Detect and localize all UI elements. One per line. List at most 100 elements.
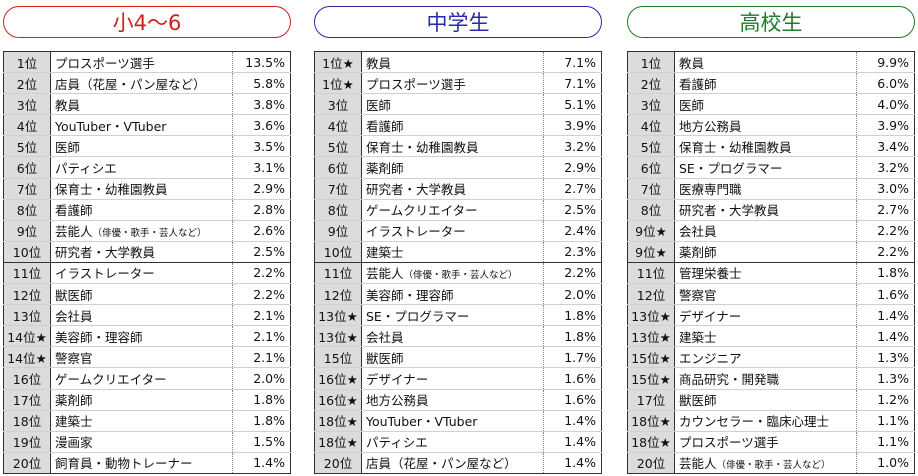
occupation-cell: 保育士・幼稚園教員 [50,178,233,200]
table-row: 3位 医師 4.0% [627,93,915,116]
percentage-cell: 3.8% [232,93,291,116]
table-row: 20位 店員（花屋・パン屋など） 1.4% [314,452,602,474]
occupation-cell: 研究者・大学教員 [674,199,857,221]
occupation-name: イラストレーター [366,224,466,240]
occupation-name: 教員 [366,55,392,71]
percentage-cell: 2.9% [232,178,291,200]
table-row: 18位★ プロスポーツ選手 1.1% [627,431,915,453]
rank-cell: 2位 [3,72,51,95]
panel-elementary: 小4〜6 1位 プロスポーツ選手 13.5% 2位 店員（花屋・パン屋など） 5.8% 3位… [3,6,291,474]
occupation-name: 獣医師 [55,287,93,303]
rank-cell: 7位 [627,178,675,200]
ranking-table: 1位 プロスポーツ選手 13.5% 2位 店員（花屋・パン屋など） 5.8% 3位 教員 3.8… [3,50,291,474]
rank-cell: 13位 [3,304,51,327]
table-row: 19位 漫画家 1.5% [3,431,291,453]
occupation-name: 獣医師 [366,350,404,366]
percentage-cell: 1.0% [856,452,915,474]
occupation-cell: ゲームクリエイター [361,199,544,221]
percentage-cell: 1.3% [856,346,915,369]
table-row: 15位★ エンジニア 1.3% [627,346,915,369]
occupation-cell: 地方公務員 [361,389,544,411]
percentage-cell: 7.1% [543,50,602,74]
percentage-cell: 1.8% [856,262,915,285]
percentage-cell: 3.2% [543,135,602,158]
occupation-name: 店員（花屋・パン屋など） [55,76,206,92]
table-row: 9位★ 薬剤師 2.2% [627,241,915,263]
table-row: 13位★ 会社員 1.8% [314,325,602,348]
occupation-name: 看護師 [366,118,404,134]
occupation-name: 保育士・幼稚園教員 [366,139,479,155]
percentage-cell: 3.5% [232,135,291,158]
occupation-name: デザイナー [679,308,742,324]
rank-cell: 2位 [627,72,675,95]
occupation-name: 研究者・大学教員 [366,182,467,198]
occupation-name: 会社員 [366,329,404,345]
rank-cell: 5位 [314,135,362,158]
table-row: 6位 薬剤師 2.9% [314,156,602,179]
occupation-cell: 医師 [50,135,233,158]
rank-cell: 1位 [627,50,675,74]
occupation-cell: SE・プログラマー [674,156,857,179]
occupation-name: 警察官 [679,287,717,303]
occupation-cell: 漫画家 [50,431,233,453]
table-row: 14位★ 警察官 2.1% [3,346,291,369]
rank-cell: 6位 [627,156,675,179]
rank-cell: 9位 [3,220,51,242]
rank-cell: 12位 [314,283,362,306]
table-row: 16位 ゲームクリエイター 2.0% [3,367,291,390]
rank-cell: 17位 [3,389,51,411]
table-row: 12位 獣医師 2.2% [3,283,291,306]
occupation-cell: 警察官 [50,346,233,369]
table-row: 8位 ゲームクリエイター 2.5% [314,199,602,221]
percentage-cell: 5.1% [543,93,602,116]
rank-cell: 1位 [3,50,51,74]
percentage-cell: 3.6% [232,114,291,137]
occupation-name: デザイナー [366,371,429,387]
occupation-name: 保育士・幼稚園教員 [679,139,792,155]
occupation-name: 会社員 [679,224,717,240]
table-row: 13位 会社員 2.1% [3,304,291,327]
occupation-cell: イラストレーター [50,262,233,285]
rank-cell: 3位 [627,93,675,116]
percentage-cell: 1.1% [856,431,915,453]
table-row: 10位 建築士 2.3% [314,241,602,263]
occupation-name: 美容師・理容師 [366,287,454,303]
rank-cell: 15位 [314,346,362,369]
rank-cell: 12位 [3,283,51,306]
occupation-cell: 保育士・幼稚園教員 [674,135,857,158]
occupation-cell: 建築士 [50,410,233,432]
percentage-cell: 3.2% [856,156,915,179]
occupation-name: 保育士・幼稚園教員 [55,182,168,198]
percentage-cell: 2.8% [232,199,291,221]
percentage-cell: 1.4% [543,410,602,432]
percentage-cell: 5.8% [232,72,291,95]
rank-cell: 13位★ [314,325,362,348]
percentage-cell: 2.7% [856,199,915,221]
panel-title: 中学生 [314,6,602,38]
rank-cell: 18位★ [627,410,675,432]
table-row: 7位 医療専門職 3.0% [627,178,915,200]
occupation-name: プロスポーツ選手 [55,55,155,71]
occupation-cell: ゲームクリエイター [50,367,233,390]
occupation-cell: 美容師・理容師 [50,325,233,348]
occupation-cell: 獣医師 [674,389,857,411]
table-row: 5位 医師 3.5% [3,135,291,158]
occupation-cell: 店員（花屋・パン屋など） [361,452,544,474]
occupation-cell: 看護師 [50,199,233,221]
percentage-cell: 2.2% [232,283,291,306]
percentage-cell: 6.0% [856,72,915,95]
rank-cell: 4位 [314,114,362,137]
occupation-cell: 芸能人（俳優・歌手・芸人など） [674,452,857,474]
occupation-cell: 商品研究・開発職 [674,367,857,390]
occupation-name: 管理栄養士 [679,266,742,282]
table-row: 11位 管理栄養士 1.8% [627,262,915,285]
occupation-cell: 獣医師 [361,346,544,369]
rank-cell: 8位 [3,199,51,221]
rank-cell: 1位★ [314,72,362,95]
occupation-name: 美容師・理容師 [55,329,143,345]
table-row: 9位 芸能人（俳優・歌手・芸人など） 2.6% [3,220,291,242]
occupation-cell: 医師 [361,93,544,116]
occupation-note: （俳優・歌手・芸人など） [92,228,207,240]
table-row: 13位★ SE・プログラマー 1.8% [314,304,602,327]
occupation-cell: 会社員 [674,220,857,242]
